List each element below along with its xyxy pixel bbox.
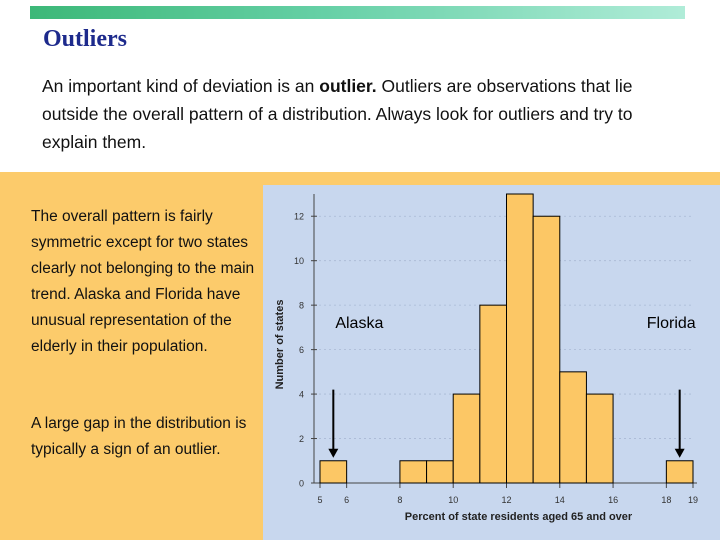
histogram-bar: [399, 460, 428, 484]
pattern-explanation: The overall pattern is fairly symmetric …: [31, 208, 255, 355]
y-tick-label: 0: [299, 479, 304, 489]
gap-explanation: A large gap in the distribution is typic…: [31, 415, 247, 458]
intro-paragraph: An important kind of deviation is an out…: [42, 72, 682, 156]
x-tick-label: 18: [661, 495, 671, 505]
annotations: Alaska Florida: [328, 315, 696, 458]
histogram-bar: [559, 371, 587, 484]
y-tick-label: 4: [299, 390, 304, 400]
x-tick-label: 5: [317, 495, 322, 505]
x-tick-label: 19: [688, 495, 698, 505]
intro-text-start: An important kind of deviation is an: [42, 76, 320, 96]
histogram-bars: [319, 193, 694, 484]
histogram-bar: [319, 460, 348, 484]
x-tick-label: 16: [608, 495, 618, 505]
intro-text-end: Outliers are observations that lie outsi…: [42, 76, 633, 152]
x-tick-label: 12: [501, 495, 511, 505]
histogram-chart: 0 2 4 6 8 10 12 5 6 8 10 12 14 16 18 19 Alaska Florida N…: [274, 193, 698, 523]
y-tick-label: 12: [294, 212, 304, 222]
histogram-bar: [452, 393, 481, 484]
x-tick-label: 6: [344, 495, 349, 505]
x-tick-label: 14: [555, 495, 565, 505]
annotation-arrowhead: [328, 448, 339, 458]
x-tick-label: 8: [397, 495, 402, 505]
y-tick-label: 10: [294, 256, 304, 266]
x-axis-label: Percent of state residents aged 65 and o…: [405, 511, 633, 523]
y-tick-label: 8: [299, 301, 304, 311]
annotation-label: Alaska: [335, 315, 383, 332]
y-gridlines: [314, 215, 693, 439]
annotation-label: Florida: [647, 315, 696, 332]
intro-bold-term: outlier.: [319, 76, 377, 96]
histogram-bar: [506, 193, 534, 484]
title-accent-bar: [30, 6, 685, 19]
histogram-panel: 0 2 4 6 8 10 12 5 6 8 10 12 14 16 18 19 Alaska Florida N…: [263, 185, 720, 540]
histogram-bar: [665, 460, 694, 484]
y-axis-label: Number of states: [274, 300, 286, 390]
histogram-bar: [532, 215, 561, 484]
annotation-arrowhead: [674, 448, 685, 458]
y-tick-label: 2: [299, 434, 304, 444]
y-tick-label: 6: [299, 345, 304, 355]
slide-title: Outliers: [43, 26, 127, 52]
histogram-bar: [479, 304, 508, 484]
histogram-bar: [426, 460, 454, 484]
histogram-bar: [585, 393, 614, 484]
tick-labels: 0 2 4 6 8 10 12 5 6 8 10 12 14 16 18 19: [294, 212, 698, 505]
x-tick-label: 10: [448, 495, 458, 505]
